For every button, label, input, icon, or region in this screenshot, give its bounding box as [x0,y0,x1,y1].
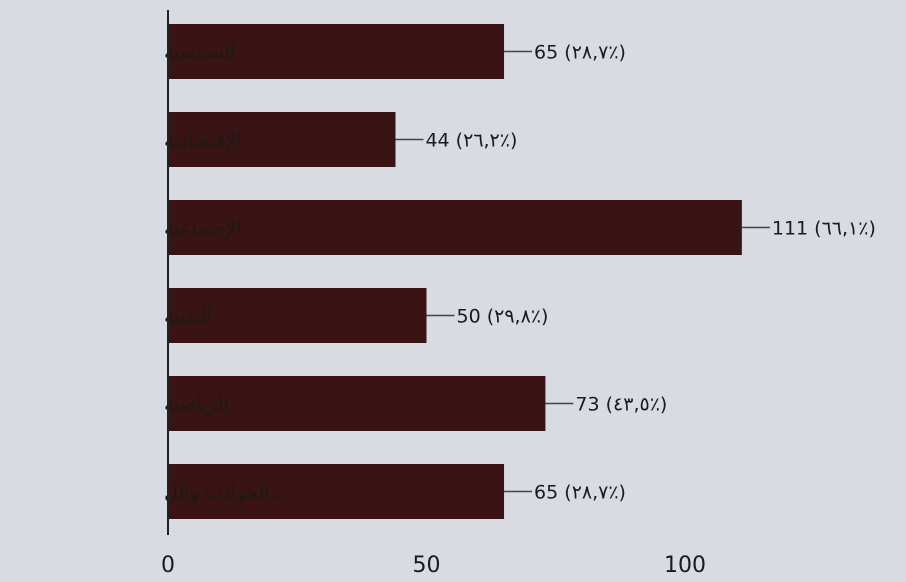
category-label: الرياضية [164,394,229,416]
x-tick-label: 50 [413,553,441,578]
value-label: 65 (٢٨,٧٪) [534,482,626,504]
bar [168,112,396,167]
bar [168,376,546,431]
bar [168,288,427,343]
value-label: 65 (٢٨,٧٪) [534,42,626,64]
category-label: ...الحوادث والل [164,482,288,504]
value-label: 73 (٤٣,٥٪) [575,394,667,416]
value-label: 44 (٢٦,٢٪) [425,130,517,152]
category-label: الإقتصادية [164,130,241,152]
bar [168,24,505,79]
x-tick-label: 100 [664,553,706,578]
value-label: 111 (٦٦,١٪) [772,218,876,240]
category-label: السياسية [164,42,235,64]
x-tick-label: 0 [161,553,175,578]
category-label: التقنية [164,306,212,328]
bar [168,464,505,519]
category-label: الإجتماعية [164,218,242,240]
value-label: 50 (٢٩,٨٪) [457,306,549,328]
bar [168,200,742,255]
